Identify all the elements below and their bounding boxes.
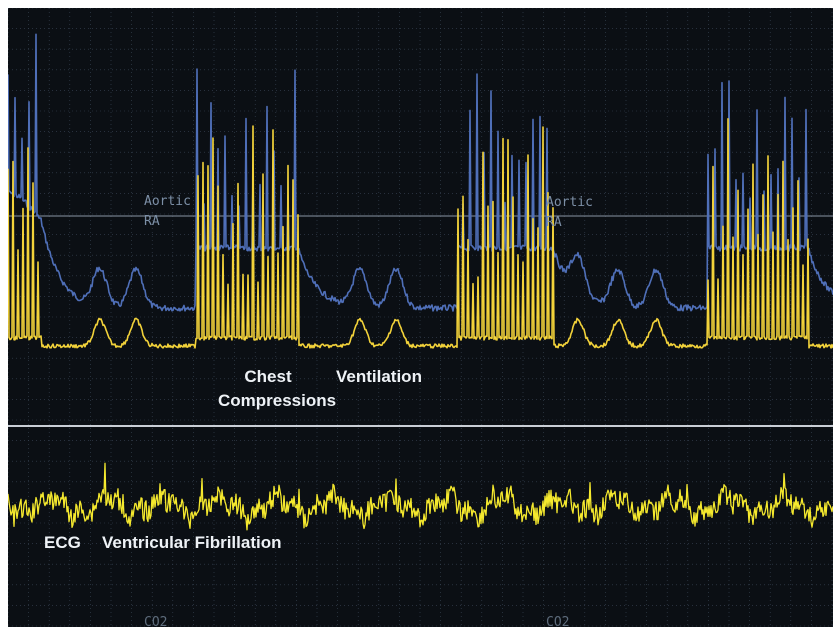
chest-label: Chest (244, 367, 292, 386)
rhythm-label: Ventricular Fibrillation (102, 533, 282, 552)
monitor-grid (8, 8, 833, 627)
co2-label: CO2 (144, 615, 168, 627)
ventilation-label: Ventilation (336, 367, 422, 386)
aortic-label-2: Aortic (546, 195, 593, 210)
ra-label-2: RA (546, 215, 562, 230)
ecg-trace (8, 462, 833, 531)
ra-pressure-trace (8, 118, 833, 349)
ecg-label: ECG (44, 533, 81, 552)
aortic-label: Aortic (144, 194, 191, 209)
waveform-display (8, 8, 833, 627)
ra-label: RA (144, 214, 160, 229)
co2-label-2: CO2 (546, 615, 570, 627)
aortic-pressure-trace (8, 33, 833, 312)
compressions-label: Compressions (218, 391, 337, 410)
monitor-display: Aortic RA Aortic RA Chest Compressions V… (8, 8, 833, 627)
